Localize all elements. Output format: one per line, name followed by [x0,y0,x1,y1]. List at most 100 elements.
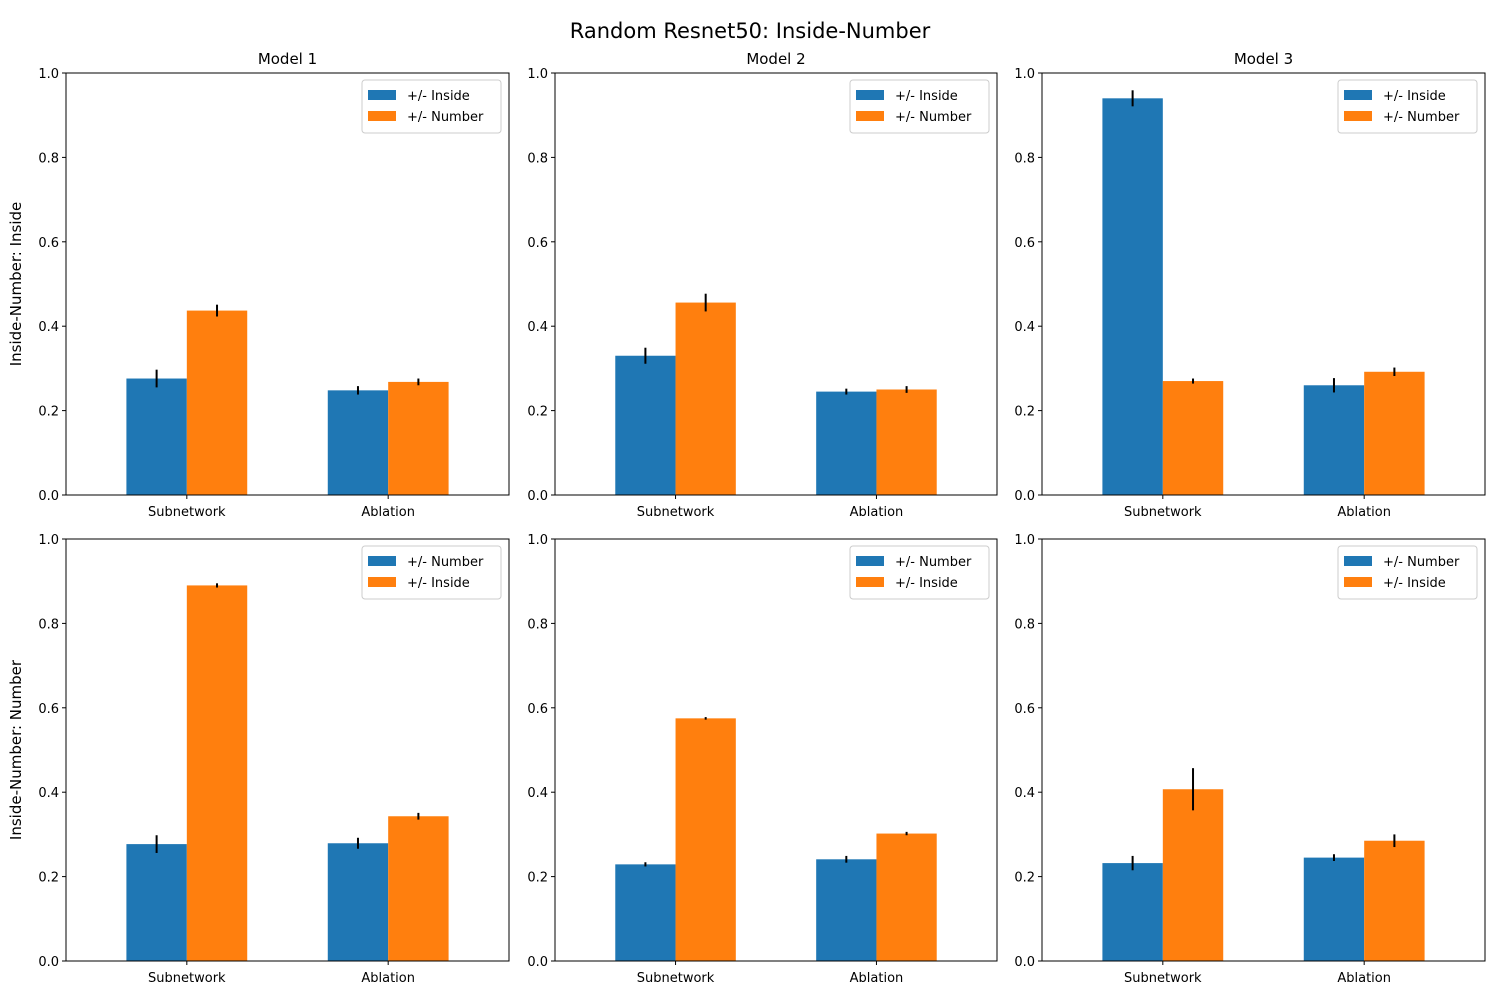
y-tick-label: 0.2 [527,871,548,886]
legend-swatch [1344,111,1372,121]
legend: +/- Number +/- Inside [1337,545,1478,600]
x-tick-label: Subnetwork [1124,505,1202,520]
legend-box [1337,545,1478,600]
x-tick-label: Ablation [1337,971,1391,986]
y-tick-label: 0.0 [38,955,59,970]
y-tick-label: 0.2 [38,871,59,886]
bar [1102,863,1163,961]
bar [816,859,877,961]
legend-swatch [1344,90,1372,100]
legend-swatch [368,90,396,100]
y-tick-label: 0.6 [1014,236,1035,251]
bar [1364,371,1425,495]
legend-label: +/- Inside [407,89,470,104]
bar [186,310,248,495]
legend-label: +/- Number [895,110,972,125]
bar [126,378,187,495]
bar [615,355,676,495]
y-tick-label: 0.8 [1014,617,1035,632]
panel-title: Model 1 [258,50,317,68]
bar [615,864,676,961]
bar [1162,381,1224,495]
bar [1303,385,1365,495]
y-tick-label: 0.0 [527,955,548,970]
axes-frame [65,72,510,496]
axes-frame [1041,72,1486,496]
legend-swatch [368,556,396,566]
legend: +/- Inside +/- Number [849,79,990,134]
y-tick-label: 1.0 [1014,67,1035,82]
legend-label: +/- Inside [1383,576,1446,591]
y-tick-label: 0.4 [527,320,548,335]
bar [876,833,937,961]
y-tick-label: 0.8 [38,151,59,166]
legend-label: +/- Number [895,555,972,570]
y-tick-label: 0.6 [527,702,548,717]
bar [675,302,736,495]
axes-frame [554,538,998,962]
x-tick-label: Ablation [850,505,904,520]
y-tick-label: 0.2 [527,405,548,420]
legend-box [849,545,990,600]
legend-box [1337,79,1478,134]
legend-label: +/- Inside [1383,89,1446,104]
bar [186,585,248,961]
legend-label: +/- Inside [895,89,958,104]
x-tick-label: Ablation [1337,505,1391,520]
legend-label: +/- Inside [407,576,470,591]
chart-panel: 0.0 0.2 0.4 0.6 0.8 1.0 Subnetwork Ablation +/- … [527,533,998,986]
y-tick-label: 0.6 [1014,702,1035,717]
legend-label: +/- Number [407,110,484,125]
legend-label: +/- Number [1383,555,1460,570]
y-tick-label: 0.2 [1014,871,1035,886]
y-axis-label: Inside-Number: Number [7,659,25,840]
y-tick-label: 0.0 [1014,955,1035,970]
y-tick-label: 1.0 [38,67,59,82]
bar [1162,789,1224,961]
x-tick-label: Subnetwork [637,505,715,520]
x-tick-label: Subnetwork [1124,971,1202,986]
y-tick-label: 0.6 [38,702,59,717]
x-tick-label: Ablation [361,971,415,986]
y-axis-label: Inside-Number: Inside [7,202,25,367]
legend: +/- Inside +/- Number [1337,79,1478,134]
y-tick-label: 0.8 [527,151,548,166]
legend-box [849,79,990,134]
bar [675,718,736,961]
bar [126,844,187,961]
bar [327,843,389,961]
legend-label: +/- Number [1383,110,1460,125]
y-tick-label: 0.8 [527,617,548,632]
legend-swatch [856,556,884,566]
bar [876,389,937,495]
y-tick-label: 0.6 [527,236,548,251]
bar [1303,857,1365,961]
y-tick-label: 0.4 [1014,786,1035,801]
axes-frame [1041,538,1486,962]
bar [816,391,877,495]
legend-swatch [368,577,396,587]
legend-swatch [856,111,884,121]
legend-label: +/- Inside [895,576,958,591]
y-tick-label: 0.8 [38,617,59,632]
y-tick-label: 0.0 [1014,489,1035,504]
x-tick-label: Ablation [361,505,415,520]
legend-swatch [368,111,396,121]
axes-frame [65,538,510,962]
y-tick-label: 0.2 [1014,405,1035,420]
y-tick-label: 0.4 [527,786,548,801]
y-tick-label: 0.0 [527,489,548,504]
figure-title: Random Resnet50: Inside-Number [570,19,931,43]
bar [1364,840,1425,961]
panel-title: Model 3 [1234,50,1293,68]
legend-swatch [1344,556,1372,566]
y-tick-label: 0.8 [1014,151,1035,166]
x-tick-label: Ablation [850,971,904,986]
bar [388,381,449,495]
y-tick-label: 1.0 [1014,533,1035,548]
y-tick-label: 0.4 [1014,320,1035,335]
y-tick-label: 1.0 [527,533,548,548]
x-tick-label: Subnetwork [148,971,226,986]
bar [327,390,389,495]
